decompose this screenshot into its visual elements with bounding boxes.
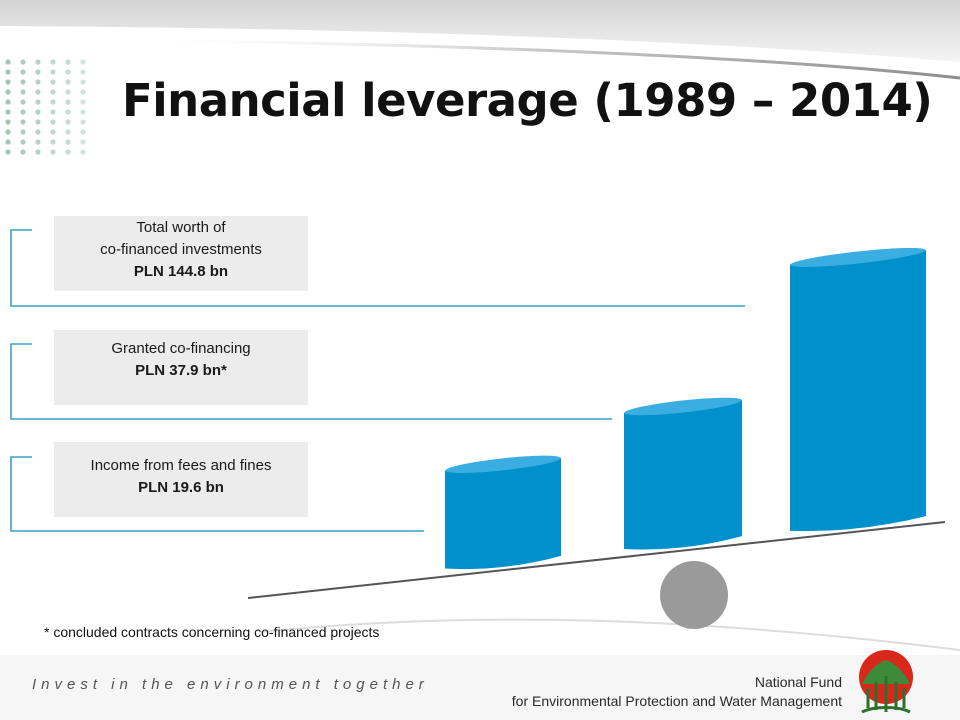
dot <box>50 59 56 65</box>
dot <box>65 129 71 135</box>
dot <box>35 149 41 155</box>
dot <box>5 79 11 85</box>
label-granted-cofinancing: Granted co-financing PLN 37.9 bn* <box>54 330 308 405</box>
bar <box>790 250 926 532</box>
organization-name: National Fund <box>754 674 842 690</box>
label-line: co-financed investments <box>100 241 262 258</box>
dot <box>35 99 41 105</box>
bar-top <box>790 248 926 267</box>
label-value: PLN 19.6 bn <box>138 479 224 496</box>
dot <box>20 109 26 115</box>
label-bracket <box>10 229 745 307</box>
dot <box>80 59 86 65</box>
dot <box>80 119 86 125</box>
dot <box>65 119 71 125</box>
dot <box>35 69 41 75</box>
dot <box>20 99 26 105</box>
footer-swoosh <box>259 618 960 651</box>
header-band <box>0 0 960 62</box>
dot <box>5 89 11 95</box>
dot <box>5 129 11 135</box>
organization-subtitle: for Environmental Protection and Water M… <box>511 693 842 709</box>
dot <box>5 139 11 145</box>
slide-title: Financial leverage (1989 – 2014) <box>122 74 933 127</box>
label-value: PLN 144.8 bn <box>133 263 229 280</box>
tagline: Invest in the environment together <box>32 676 429 693</box>
dot <box>65 139 71 145</box>
lever <box>247 521 946 629</box>
dot <box>35 89 41 95</box>
dot <box>20 149 26 155</box>
label-value: PLN 37.9 bn* <box>135 362 227 379</box>
dot <box>50 99 56 105</box>
dot <box>65 69 71 75</box>
dot <box>5 99 11 105</box>
dot-pattern <box>5 59 86 155</box>
footer-band <box>0 655 960 720</box>
dot <box>20 69 26 75</box>
dot <box>50 79 56 85</box>
dot <box>65 89 71 95</box>
dot <box>35 119 41 125</box>
dot <box>35 59 41 65</box>
dot <box>50 139 56 145</box>
label-brackets <box>10 229 745 532</box>
dot <box>80 79 86 85</box>
dot <box>20 129 26 135</box>
label-line: Total worth of <box>136 219 226 236</box>
lever-line <box>247 521 946 599</box>
dot <box>65 109 71 115</box>
fulcrum <box>660 561 728 629</box>
dot <box>5 59 11 65</box>
label-bracket <box>10 343 612 420</box>
label-bracket <box>10 456 424 532</box>
dot <box>80 89 86 95</box>
footnote: * concluded contracts concerning co-fina… <box>44 624 380 640</box>
dot <box>65 149 71 155</box>
dot <box>20 119 26 125</box>
dot <box>20 59 26 65</box>
bar <box>624 400 742 550</box>
label-total-investments: Total worth of co-financed investments P… <box>54 216 308 291</box>
dot <box>65 99 71 105</box>
dot <box>5 119 11 125</box>
dot <box>65 59 71 65</box>
dot <box>80 149 86 155</box>
dot <box>20 89 26 95</box>
dot <box>80 129 86 135</box>
dot <box>50 109 56 115</box>
dot <box>5 69 11 75</box>
dot <box>65 79 71 85</box>
dot <box>20 79 26 85</box>
bar-top <box>624 397 742 416</box>
dot <box>50 149 56 155</box>
dot <box>80 99 86 105</box>
label-line: Income from fees and fines <box>90 457 272 474</box>
bar <box>445 458 561 570</box>
label-income-fees-fines: Income from fees and fines PLN 19.6 bn <box>54 442 308 517</box>
dot <box>20 139 26 145</box>
dot <box>5 149 11 155</box>
dot <box>35 79 41 85</box>
label-line: Granted co-financing <box>111 340 251 357</box>
dot <box>50 89 56 95</box>
bar-top <box>445 455 561 473</box>
dot <box>35 129 41 135</box>
dot <box>50 119 56 125</box>
bars <box>445 248 926 570</box>
dot <box>5 109 11 115</box>
dot <box>35 109 41 115</box>
header-swoosh <box>119 38 960 80</box>
dot <box>35 139 41 145</box>
dot <box>50 69 56 75</box>
dot <box>80 69 86 75</box>
dot <box>50 129 56 135</box>
dot <box>80 109 86 115</box>
dot <box>80 139 86 145</box>
